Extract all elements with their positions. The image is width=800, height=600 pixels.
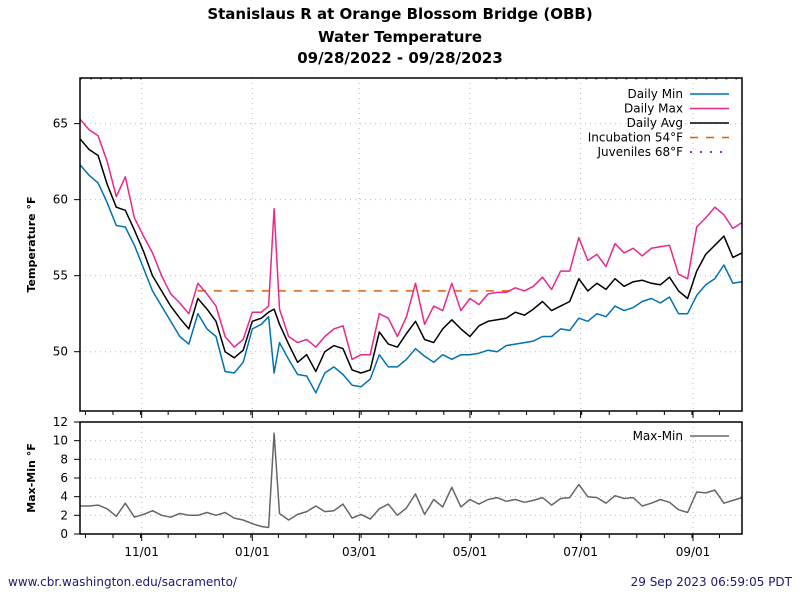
- x-tick-label: 01/01: [235, 545, 270, 559]
- legend-label: Daily Avg: [627, 116, 683, 130]
- y-tick-label: 0: [60, 527, 68, 541]
- legend-label: Max-Min: [633, 429, 683, 443]
- legend-label: Daily Min: [628, 87, 683, 101]
- legend-label: Juveniles 68°F: [596, 145, 683, 159]
- y-tick-label: 55: [53, 269, 68, 283]
- x-tick-label: 03/01: [342, 545, 377, 559]
- max-min-line: [80, 432, 743, 529]
- x-tick-label: 07/01: [563, 545, 598, 559]
- y-tick-label: 4: [60, 490, 68, 504]
- x-tick-label: 09/01: [676, 545, 711, 559]
- y-tick-label: 60: [53, 193, 68, 207]
- upper-plot-frame: [79, 77, 743, 412]
- legend-daily-min: Daily Min: [628, 87, 729, 101]
- legend-juveniles: Juveniles 68°F: [596, 145, 729, 159]
- y-tick-label: 2: [60, 508, 68, 522]
- source-link[interactable]: www.cbr.washington.edu/sacramento/: [8, 575, 237, 589]
- legend-label: Daily Max: [624, 102, 683, 116]
- y-tick-label: 65: [53, 117, 68, 131]
- legend-daily-avg: Daily Avg: [627, 116, 729, 130]
- y-tick-label: 8: [60, 452, 68, 466]
- y-tick-label: 12: [53, 415, 68, 429]
- legend-daily-max: Daily Max: [624, 102, 729, 116]
- y-tick-label: 10: [53, 434, 68, 448]
- y-axis-title: Temperature °F: [25, 197, 38, 293]
- date-range: 09/28/2022 - 09/28/2023: [297, 49, 503, 67]
- y-tick-label: 50: [53, 345, 68, 359]
- x-tick-label: 05/01: [453, 545, 488, 559]
- chart-subtitle: Water Temperature: [318, 28, 482, 46]
- lower-plot-frame: [79, 421, 743, 535]
- daily-min-line: [79, 164, 743, 394]
- y-axis-title: Max-Min °F: [25, 443, 38, 512]
- x-tick-label: 11/01: [124, 545, 159, 559]
- chart-title: Stanislaus R at Orange Blossom Bridge (O…: [207, 5, 593, 23]
- generated-timestamp: 29 Sep 2023 06:59:05 PDT: [630, 575, 792, 589]
- legend-label: Incubation 54°F: [588, 131, 683, 145]
- lower-panel: 0 2 4 6 8 10 12 11/01 01/01 03/01 05/01 07/01 09/01 M…: [25, 415, 743, 559]
- y-tick-label: 6: [60, 471, 68, 485]
- legend-max-min: Max-Min: [633, 429, 729, 443]
- legend-incubation: Incubation 54°F: [588, 131, 729, 145]
